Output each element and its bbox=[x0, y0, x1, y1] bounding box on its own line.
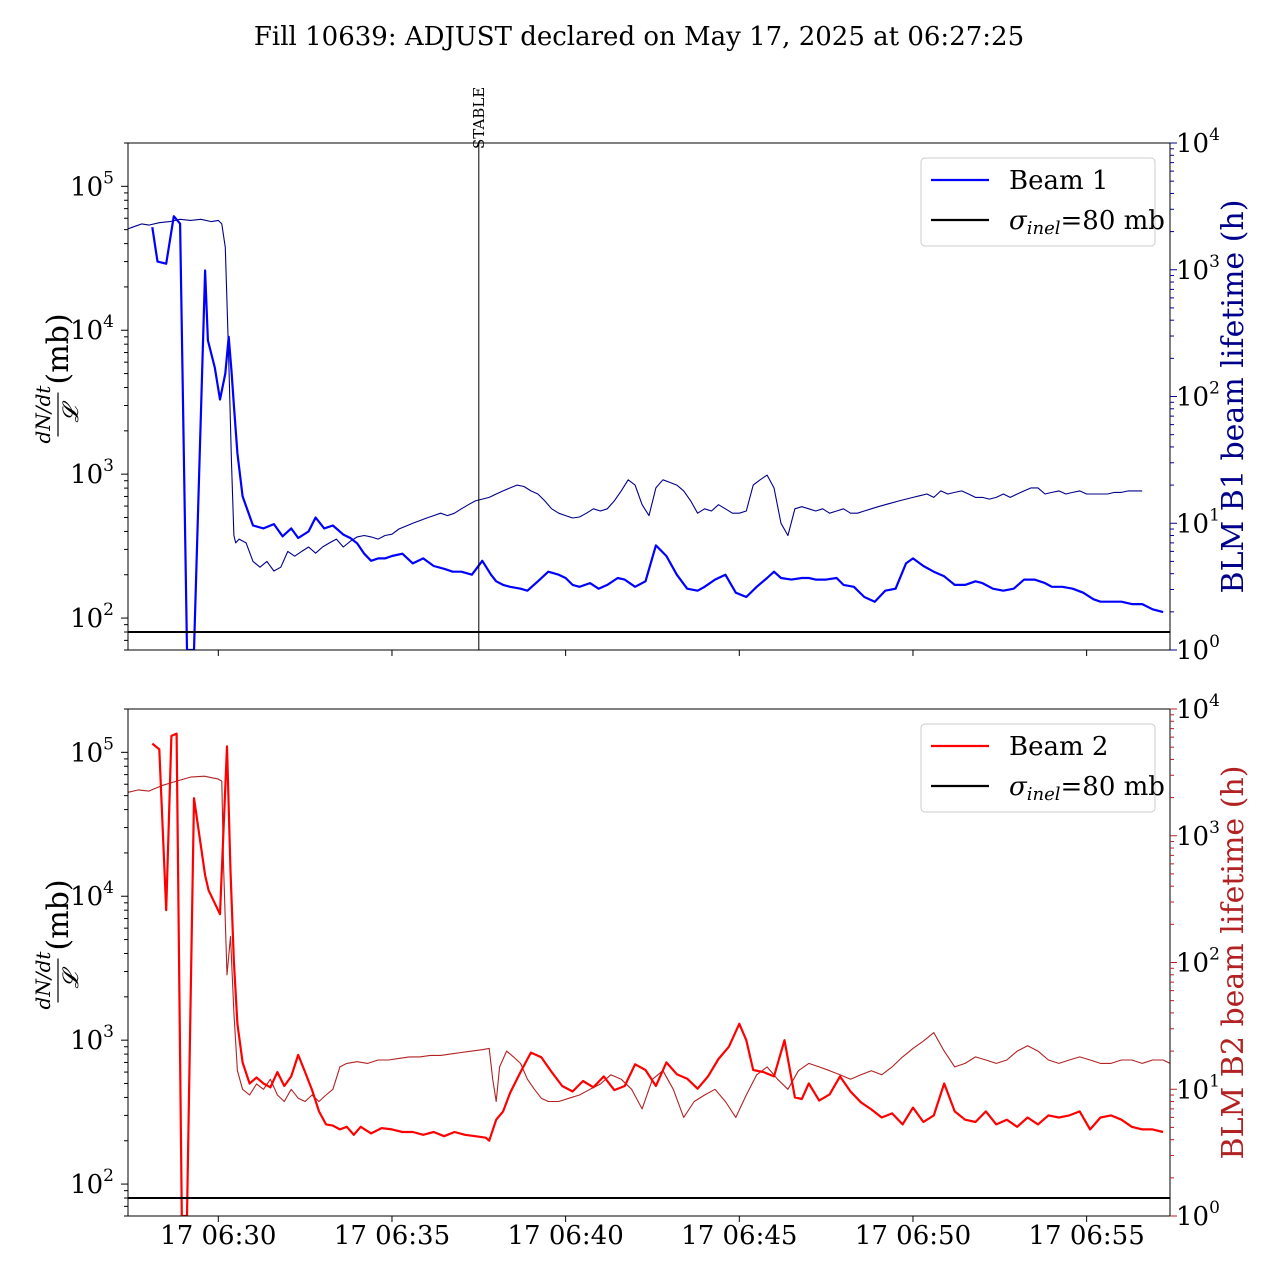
right-tick-label: 102 bbox=[1176, 945, 1220, 979]
y-tick-label: 104 bbox=[70, 878, 114, 912]
right-tick-label: 104 bbox=[1176, 691, 1220, 725]
legend-label: σinel=80 mb bbox=[1009, 772, 1165, 805]
y-tick-label: 104 bbox=[70, 312, 114, 346]
y-label-unit: (mb) bbox=[41, 879, 76, 950]
plot-area-b2 bbox=[128, 732, 1170, 1216]
right-tick-label: 103 bbox=[1176, 252, 1220, 286]
right-tick-label: 101 bbox=[1176, 505, 1220, 539]
panel-b2: 102 103 104 105 100 101 102 103 104 17 06:30 17 06… bbox=[31, 691, 1251, 1251]
x-tick-label: 17 06:50 bbox=[855, 1221, 971, 1251]
y-tick-label: 102 bbox=[70, 600, 114, 634]
chart-title: Fill 10639: ADJUST declared on May 17, 2… bbox=[254, 22, 1024, 52]
right-tick-label: 100 bbox=[1176, 1198, 1220, 1232]
x-tick-label: 17 06:45 bbox=[681, 1221, 797, 1251]
legend-label: Beam 1 bbox=[1009, 166, 1108, 196]
series-line-blm-b2-beam-lifetime bbox=[128, 775, 1170, 1118]
y-label-numerator: dN/dt bbox=[31, 385, 55, 444]
plot-area-b1 bbox=[128, 215, 1170, 650]
legend-b1: Beam 1 σinel=80 mb bbox=[920, 157, 1165, 247]
x-tick-label: 17 06:40 bbox=[507, 1221, 623, 1251]
legend-label: σinel=80 mb bbox=[1009, 206, 1165, 239]
y-tick-label: 103 bbox=[70, 1022, 114, 1056]
y-tick-label: 105 bbox=[70, 734, 114, 768]
series-line-beam-2 bbox=[151, 732, 1164, 1216]
right-tick-label: 103 bbox=[1176, 818, 1220, 852]
right-axis-label-b2: BLM B2 beam lifetime (h) bbox=[1216, 766, 1251, 1160]
x-tick-label: 17 06:35 bbox=[334, 1221, 450, 1251]
right-tick-label: 101 bbox=[1176, 1071, 1220, 1105]
series-line-beam-1 bbox=[151, 215, 1164, 650]
y-label-denominator: 𝓛 bbox=[59, 967, 84, 989]
legend-label: Beam 2 bbox=[1009, 732, 1108, 762]
x-tick-label: 17 06:30 bbox=[160, 1221, 276, 1251]
series-line-blm-b1-beam-lifetime bbox=[128, 218, 1143, 572]
right-tick-label: 100 bbox=[1176, 632, 1220, 666]
right-tick-label: 104 bbox=[1176, 125, 1220, 159]
right-tick-label: 102 bbox=[1176, 379, 1220, 413]
y-tick-label: 103 bbox=[70, 456, 114, 490]
y-label-denominator: 𝓛 bbox=[59, 401, 84, 423]
right-axis-label-b1: BLM B1 beam lifetime (h) bbox=[1216, 200, 1251, 594]
legend-b2: Beam 2 σinel=80 mb bbox=[920, 723, 1165, 813]
panel-b1: STABLE 102 103 104 105 100 101 102 103 104 dN/dt 𝓛 (… bbox=[31, 87, 1251, 666]
y-tick-label: 105 bbox=[70, 168, 114, 202]
stable-marker-label: STABLE bbox=[470, 87, 488, 149]
y-label-unit: (mb) bbox=[41, 313, 76, 384]
y-label-numerator: dN/dt bbox=[31, 951, 55, 1010]
x-tick-label: 17 06:55 bbox=[1028, 1221, 1144, 1251]
y-tick-label: 102 bbox=[70, 1166, 114, 1200]
